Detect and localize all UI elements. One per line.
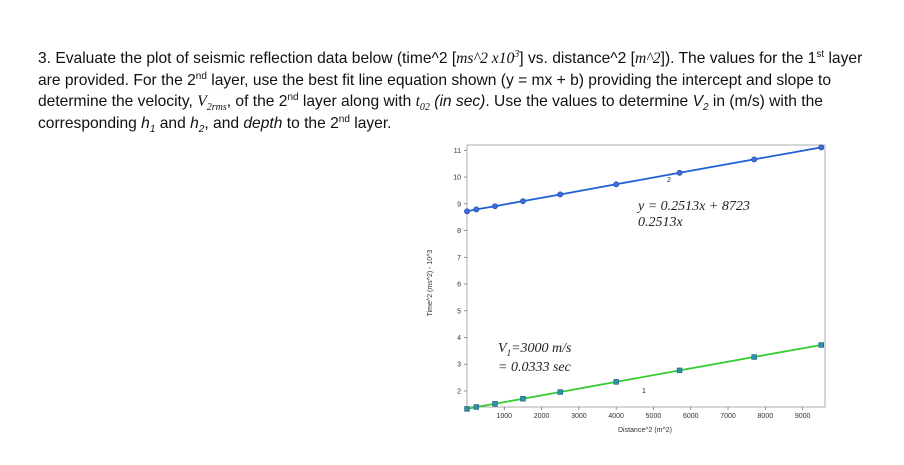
- q-text: and: [155, 114, 191, 132]
- data-point-layer2: [557, 191, 564, 198]
- y-tick-label: 10: [453, 175, 461, 182]
- data-point-layer2: [751, 156, 758, 163]
- layer1-velocity: V1=3000 m/s: [498, 341, 572, 358]
- data-point-layer2: [613, 181, 620, 188]
- tick-labels: 1000 2000 3000 4000 5000 6000 7000 8000 9000 2 3 4 5…: [453, 148, 810, 420]
- y-tick-label: 11: [454, 148, 461, 155]
- data-point-layer1: [818, 342, 824, 348]
- y-tick-label: 5: [457, 308, 461, 315]
- layer1-v-value: =3000 m/s: [511, 341, 572, 356]
- q-sub: 2: [702, 102, 709, 114]
- plot-axes: [464, 144, 826, 410]
- data-point-layer2: [473, 206, 480, 213]
- q-h2: h: [190, 114, 199, 132]
- y-tick-label: 7: [457, 255, 461, 262]
- data-point-layer1: [557, 389, 563, 395]
- q-text: to the 2: [282, 114, 339, 132]
- q-sup: nd: [195, 70, 207, 82]
- data-point-layer2: [492, 203, 498, 210]
- y-tick-label: 4: [457, 335, 461, 342]
- y-tick-label: 2: [457, 388, 461, 395]
- q-sub: 02: [419, 102, 430, 114]
- data-point-layer2: [520, 198, 526, 205]
- data-point-layer1: [464, 406, 470, 412]
- x-tick-label: 2000: [534, 413, 550, 420]
- q-text: , of the 2: [226, 93, 288, 110]
- layer1-v-symbol: V: [498, 341, 508, 356]
- data-point-layer2: [818, 144, 825, 151]
- x-tick-label: 8000: [758, 413, 774, 420]
- q-v2rms: V: [197, 93, 207, 110]
- q-text: layer along with: [298, 93, 416, 110]
- y-tick-label: 6: [457, 282, 461, 289]
- data-point-layer1: [492, 401, 498, 407]
- x-axis-label: Distance^2 (m^2): [618, 427, 672, 434]
- layer1-v-sub: 1: [507, 348, 512, 358]
- q-text: ]). The values for the 1: [660, 50, 817, 67]
- layer2-slope: 0.2513x: [638, 215, 684, 230]
- data-point-layer1: [676, 367, 683, 374]
- q-text-italic: (in sec): [429, 93, 486, 110]
- y-tick-label: 3: [457, 362, 461, 369]
- data-point-layer1: [473, 404, 480, 410]
- q-sub: 1: [149, 123, 156, 135]
- q-depth: depth: [243, 114, 283, 132]
- q-text: layer are provided. For the 2: [38, 50, 863, 89]
- y-tick-label: 8: [457, 228, 461, 235]
- q-text: . Use the values to determine: [485, 93, 693, 110]
- x-tick-label: 5000: [646, 413, 662, 420]
- data-points: [464, 144, 825, 412]
- q-sup: nd: [338, 113, 350, 125]
- q-sup: nd: [287, 91, 299, 103]
- q-sub: 2: [198, 123, 205, 135]
- layer2-equation: y = 0.2513x + 8723: [636, 199, 750, 214]
- x-tick-label: 1000: [497, 413, 513, 420]
- q-unit-time: ms^2 x10: [456, 50, 515, 67]
- data-point-layer1: [520, 396, 526, 402]
- x-tick-label: 3000: [571, 413, 587, 420]
- q-text: ] vs. distance^2 [: [519, 50, 635, 67]
- series-label-1: 1: [642, 388, 646, 395]
- q-unit-distance: m^2: [634, 50, 661, 67]
- x-tick-label: 6000: [683, 413, 699, 420]
- data-point-layer1: [751, 354, 757, 360]
- q-sub: 2rms: [206, 102, 227, 114]
- data-point-layer2: [464, 208, 470, 215]
- y-tick-label: 9: [457, 201, 461, 208]
- x-tick-label: 7000: [720, 413, 736, 420]
- plot-frame: [466, 144, 826, 408]
- q-text: in (m/s) with the corresponding: [38, 93, 823, 132]
- q-text: layer.: [349, 114, 392, 132]
- x-tick-label: 4000: [608, 413, 624, 420]
- question-text: 3. Evaluate the plot of seismic reflecti…: [38, 48, 878, 134]
- y-axis-label: Time^2 (ms^2) - 10^3: [427, 250, 434, 317]
- data-point-layer1: [613, 379, 619, 385]
- q-t02: t: [415, 93, 420, 110]
- q-h1: h: [141, 114, 150, 132]
- q-sup: st: [816, 48, 825, 60]
- q-v2: V: [692, 93, 703, 110]
- q-text: layer, use the best fit line equation sh…: [38, 71, 832, 111]
- layer1-t0: = 0.0333 sec: [498, 360, 572, 375]
- data-point-layer2: [676, 169, 683, 176]
- q-text: 3. Evaluate the plot of seismic reflecti…: [38, 50, 457, 67]
- q-text: , and: [204, 114, 244, 132]
- x-tick-label: 9000: [795, 413, 811, 420]
- series-label-2: 2: [667, 177, 671, 184]
- q-sup: 3: [514, 48, 520, 60]
